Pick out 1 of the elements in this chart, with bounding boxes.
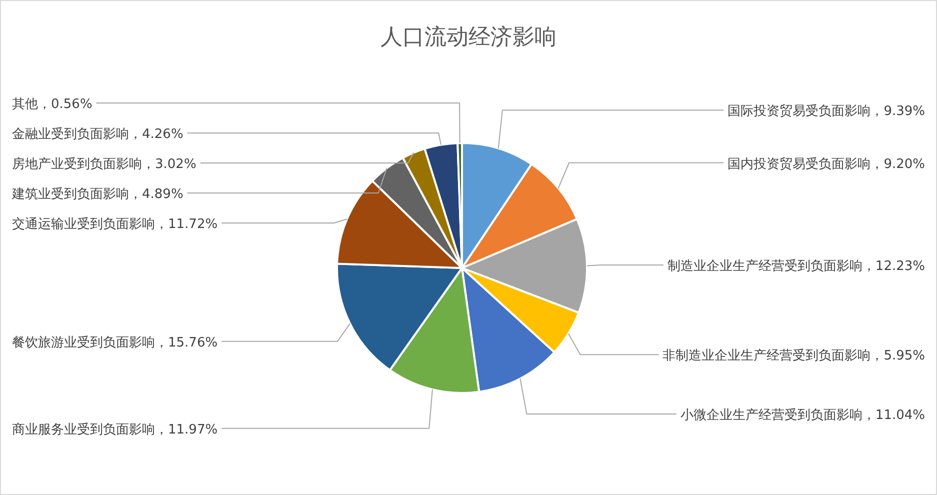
chart-title: 人口流动经济影响	[380, 25, 556, 50]
